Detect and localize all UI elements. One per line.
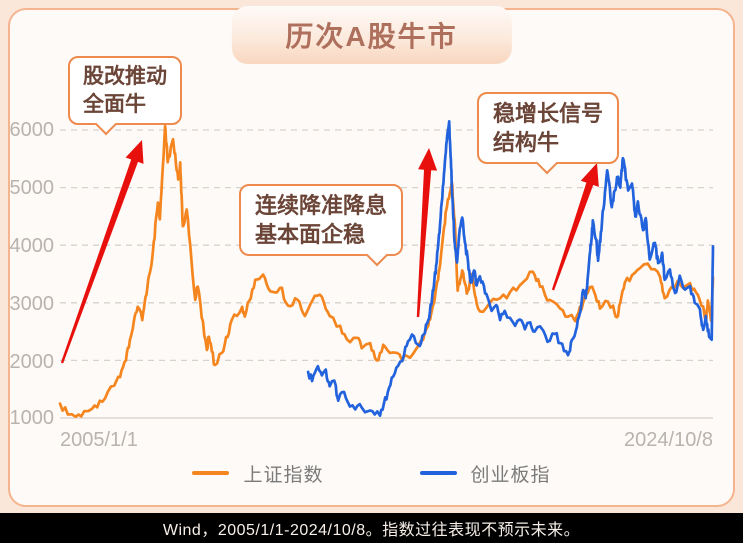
legend-item-chinext: 创业板指 [419,460,551,487]
callout-text: 稳增长信号 [493,101,604,126]
callout-structural-bull: 稳增长信号 结构牛 [477,92,620,175]
y-tick-6000: 6000 [9,119,55,141]
x-axis-start-date: 2005/1/1 [60,429,138,451]
callout-rate-cuts-bull: 连续降准降息 基本面企稳 [239,184,404,267]
chinext-line-swatch [419,471,457,475]
source-footer-bar: Wind，2005/1/1-2024/10/8。指数过往表现不预示未来。 [0,513,743,543]
callout-text: 连续降准降息 [255,193,388,218]
callout-text: 基本面企稳 [255,222,366,248]
y-tick-2000: 2000 [9,351,55,373]
y-tick-4000: 4000 [9,235,55,257]
legend-item-sse: 上证指数 [192,460,323,487]
y-tick-5000: 5000 [9,177,55,199]
legend-label-chinext: 创业板指 [470,464,551,486]
callout-text: 全面牛 [83,92,146,116]
y-tick-1000: 1000 [9,407,55,429]
sse-line-swatch [192,471,230,475]
y-tick-3000: 3000 [9,293,55,315]
source-text: Wind，2005/1/1-2024/10/8。指数过往表现不预示未来。 [162,522,581,539]
callout-text: 结构牛 [493,130,560,156]
legend-label-sse: 上证指数 [243,464,324,486]
legend: 上证指数 创业板指 [0,460,743,486]
callout-text: 股改推动 [83,65,167,88]
callout-share-reform-bull: 股改推动 全面牛 [68,56,182,136]
page-title: 历次A股牛市 [231,6,512,64]
x-axis-end-date: 2024/10/8 [624,429,713,451]
